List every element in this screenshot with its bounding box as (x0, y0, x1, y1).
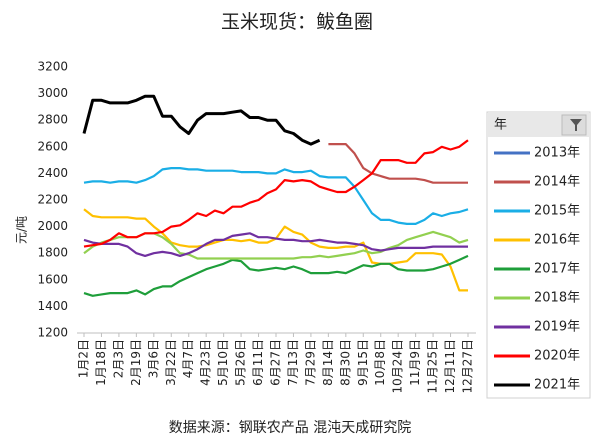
y-tick-label: 1200 (37, 326, 68, 340)
x-tick-label: 1月2日 (77, 339, 91, 378)
legend-label: 2018年 (534, 291, 580, 306)
x-tick-label: 8月30日 (338, 339, 352, 386)
y-axis-label: 元/吨 (15, 216, 29, 244)
x-tick-label: 10月24日 (391, 339, 405, 394)
legend-label: 2019年 (534, 320, 580, 335)
legend-box (486, 111, 591, 399)
series-line (82, 94, 321, 146)
series-line (83, 254, 469, 297)
y-tick-label: 2400 (37, 166, 68, 180)
series-line (328, 143, 468, 184)
legend-label: 2016年 (534, 233, 580, 248)
y-tick-label: 1600 (37, 272, 68, 286)
y-tick-label: 3200 (37, 60, 68, 74)
filter-bg[interactable] (561, 114, 587, 136)
x-tick-label: 12月27日 (461, 339, 475, 394)
x-tick-label: 11月25日 (426, 339, 440, 394)
y-tick-label: 3000 (37, 86, 68, 100)
filter-button[interactable] (561, 114, 587, 136)
legend-label: 2021年 (534, 378, 580, 393)
x-tick-label: 7月29日 (303, 339, 317, 386)
x-tick-label: 2月19日 (129, 339, 143, 386)
x-tick-label: 9月15日 (356, 339, 370, 386)
x-tick-label: 4月23日 (199, 339, 213, 386)
x-tick-label: 3月6日 (146, 339, 160, 378)
filter-icon[interactable] (570, 119, 582, 131)
x-tick-label: 11月9日 (408, 339, 422, 386)
legend-label: 2013年 (534, 146, 580, 161)
y-tick-label: 2000 (37, 219, 68, 233)
x-tick-label: 2月3日 (111, 339, 125, 378)
x-tick-label: 6月27日 (269, 339, 283, 386)
chart-title: 玉米现货：鲅鱼圈 (221, 11, 373, 33)
series-line (83, 139, 469, 248)
x-tick-label: 5月26日 (234, 339, 248, 386)
legend-label: 2015年 (534, 204, 580, 219)
x-tick-label: 8月14日 (321, 339, 335, 386)
x-tick-label: 1月18日 (94, 339, 108, 386)
x-tick-label: 6月11日 (251, 339, 265, 386)
y-tick-label: 1800 (37, 246, 68, 260)
y-tick-label: 2200 (37, 193, 68, 207)
legend-label: 2014年 (534, 175, 580, 190)
x-tick-label: 7月13日 (286, 339, 300, 386)
x-tick-label: 3月22日 (164, 339, 178, 386)
x-tick-label: 5月10日 (216, 339, 230, 386)
x-tick-label: 4月7日 (181, 339, 195, 378)
series-line (83, 208, 468, 292)
legend-label: 2020年 (534, 349, 580, 364)
y-tick-label: 1400 (37, 299, 68, 313)
source: 数据来源：钢联农产品 混沌天成研究院 (169, 420, 411, 436)
y-tick-label: 2800 (37, 113, 68, 127)
y-tick-label: 2600 (37, 139, 68, 153)
legend-label: 2017年 (534, 262, 580, 277)
x-tick-label: 12月11日 (443, 339, 457, 394)
series-line (83, 167, 469, 225)
series-line (83, 232, 468, 257)
legend-title: 年 (494, 118, 507, 133)
x-tick-label: 10月8日 (373, 339, 387, 386)
